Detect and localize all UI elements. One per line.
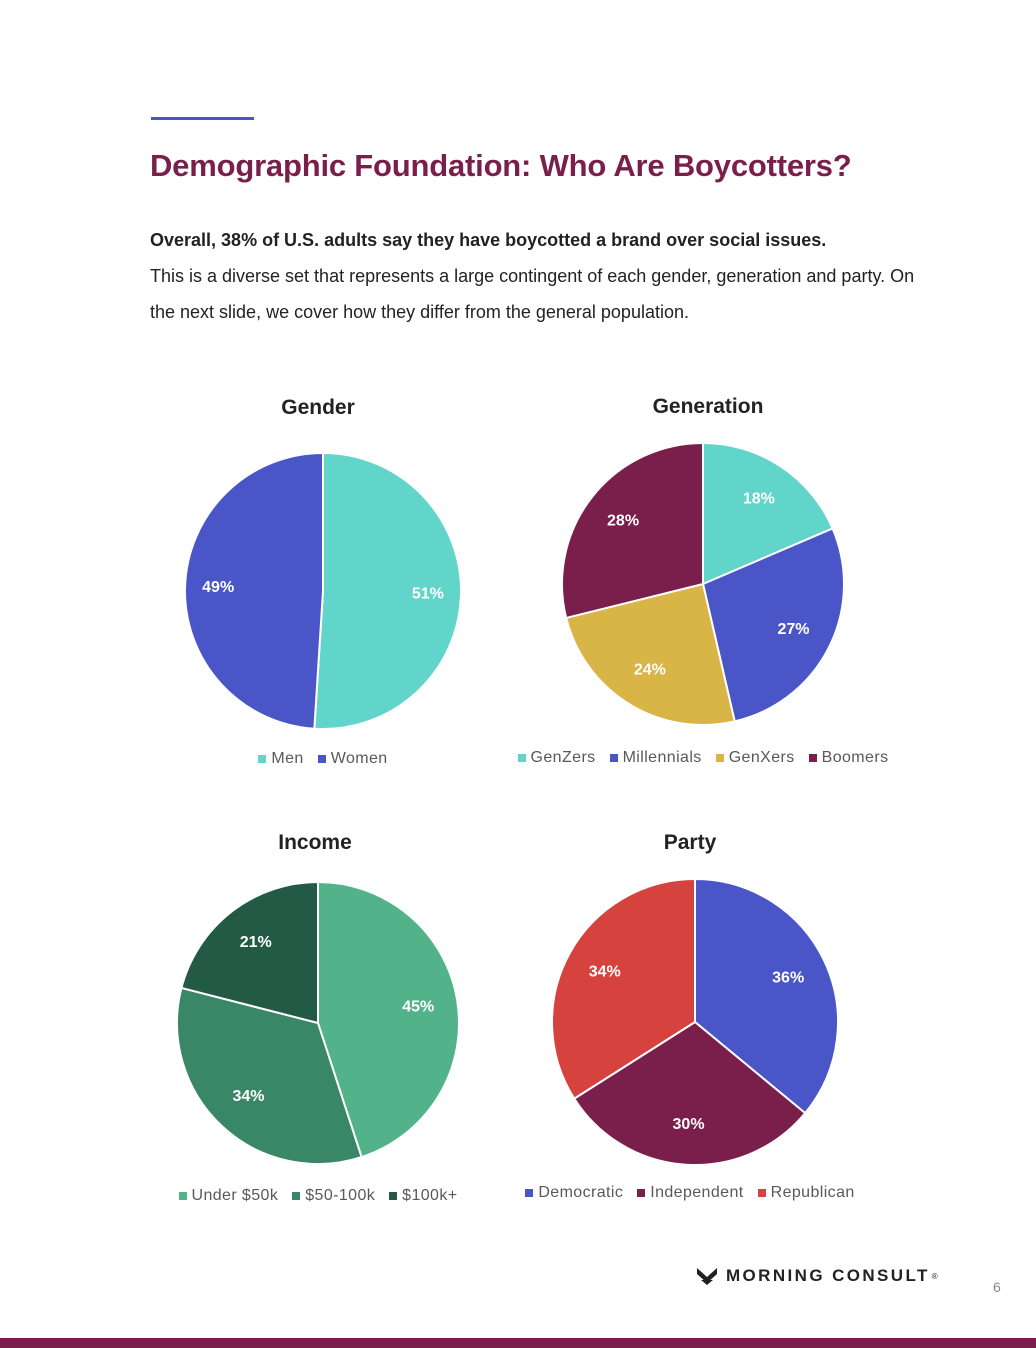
chart-title-party: Party bbox=[663, 831, 717, 854]
income-legend-swatch-100k bbox=[389, 1192, 398, 1200]
generation-legend-swatch-genzers bbox=[517, 754, 526, 762]
brand-logo: MORNING CONSULT ® bbox=[696, 1266, 938, 1286]
bottom-bar bbox=[0, 1338, 1036, 1348]
generation-legend-label-millennials: Millennials bbox=[622, 749, 702, 766]
gender-slice-women bbox=[184, 451, 324, 730]
income-legend-label-100k: $100k+ bbox=[402, 1187, 458, 1204]
party-slice-democratic bbox=[694, 877, 839, 1115]
intro-paragraph: Overall, 38% of U.S. adults say they hav… bbox=[150, 222, 930, 330]
page-number: 6 bbox=[993, 1279, 1001, 1295]
party-legend-label-independent: Independent bbox=[650, 1184, 744, 1201]
party-slice-republican bbox=[551, 877, 696, 1101]
gender-data-label-men: 51% bbox=[412, 586, 444, 603]
generation-data-label-genxers: 24% bbox=[634, 662, 666, 679]
generation-legend-swatch-boomers bbox=[808, 754, 817, 762]
generation-data-label-boomers: 28% bbox=[607, 513, 639, 530]
generation-data-label-millennials: 27% bbox=[778, 621, 810, 638]
income-legend-label-under-50k: Under $50k bbox=[191, 1187, 279, 1204]
income-slice-100k bbox=[180, 880, 319, 1025]
party-data-label-independent: 30% bbox=[673, 1116, 705, 1133]
generation-legend-label-genzers: GenZers bbox=[530, 749, 596, 766]
brand-registered-mark: ® bbox=[931, 1271, 938, 1281]
generation-legend-item-boomers: Boomers bbox=[808, 749, 889, 767]
income-slice-50-100k bbox=[176, 986, 363, 1165]
gender-legend-item-men: Men bbox=[258, 750, 303, 768]
party-data-label-democratic: 36% bbox=[772, 969, 804, 986]
gender-legend-label-men: Men bbox=[271, 750, 304, 767]
party-legend-swatch-republican bbox=[757, 1189, 766, 1197]
income-legend-item-50-100k: $50-100k bbox=[292, 1187, 375, 1205]
income-legend-swatch-50-100k bbox=[292, 1192, 301, 1200]
party-legend-item-independent: Independent bbox=[637, 1184, 743, 1202]
generation-legend-item-millennials: Millennials bbox=[609, 749, 702, 767]
gender-legend-swatch-men bbox=[258, 755, 267, 763]
generation-legend: GenZers Millennials GenXers Boomers bbox=[483, 749, 923, 767]
generation-legend-swatch-millennials bbox=[609, 754, 618, 762]
income-legend-item-100k: $100k+ bbox=[389, 1187, 457, 1205]
intro-body: This is a diverse set that represents a … bbox=[150, 266, 915, 322]
generation-legend-swatch-genxers bbox=[715, 754, 724, 762]
party-legend: Democratic Independent Republican bbox=[500, 1184, 880, 1202]
income-legend-item-under-50k: Under $50k bbox=[178, 1187, 279, 1205]
generation-slice-genzers bbox=[702, 441, 834, 586]
chart-title-gender: Gender bbox=[281, 396, 355, 419]
income-legend: Under $50k $50-100k $100k+ bbox=[138, 1187, 498, 1205]
gender-legend-label-women: Women bbox=[330, 750, 388, 767]
generation-legend-label-boomers: Boomers bbox=[821, 749, 889, 766]
accent-line bbox=[151, 117, 254, 120]
gender-legend: Men Women bbox=[168, 750, 478, 768]
party-data-label-republican: 34% bbox=[589, 964, 621, 981]
generation-legend-item-genzers: GenZers bbox=[517, 749, 596, 767]
party-legend-label-republican: Republican bbox=[770, 1184, 855, 1201]
gender-slice-men bbox=[313, 451, 462, 730]
income-legend-label-50-100k: $50-100k bbox=[305, 1187, 376, 1204]
generation-slice-boomers bbox=[561, 441, 704, 620]
generation-slice-genxers bbox=[564, 582, 736, 726]
party-legend-item-democratic: Democratic bbox=[525, 1184, 623, 1202]
generation-slice-millennials bbox=[701, 527, 845, 723]
income-slice-under-50k bbox=[317, 880, 460, 1159]
intro-lead: Overall, 38% of U.S. adults say they hav… bbox=[150, 230, 827, 250]
party-legend-swatch-independent bbox=[637, 1189, 646, 1197]
generation-legend-label-genxers: GenXers bbox=[728, 749, 795, 766]
party-legend-label-democratic: Democratic bbox=[538, 1184, 624, 1201]
income-data-label-50-100k: 34% bbox=[232, 1088, 264, 1105]
chart-title-generation: Generation bbox=[652, 395, 764, 418]
party-slice-independent bbox=[572, 1020, 807, 1166]
morning-consult-chevron-logo-icon bbox=[697, 1268, 717, 1285]
income-legend-swatch-under-50k bbox=[178, 1192, 187, 1200]
gender-legend-swatch-women bbox=[317, 755, 326, 763]
income-data-label-under-50k: 45% bbox=[402, 998, 434, 1015]
generation-legend-item-genxers: GenXers bbox=[715, 749, 795, 767]
generation-data-label-genzers: 18% bbox=[743, 490, 775, 507]
chart-title-income: Income bbox=[278, 831, 352, 854]
party-legend-item-republican: Republican bbox=[757, 1184, 855, 1202]
party-legend-swatch-democratic bbox=[525, 1189, 534, 1197]
gender-data-label-women: 49% bbox=[202, 579, 234, 596]
gender-legend-item-women: Women bbox=[317, 750, 388, 768]
income-data-label-100k: 21% bbox=[240, 934, 272, 951]
brand-name: MORNING CONSULT bbox=[726, 1266, 930, 1285]
page-title: Demographic Foundation: Who Are Boycotte… bbox=[150, 148, 852, 183]
